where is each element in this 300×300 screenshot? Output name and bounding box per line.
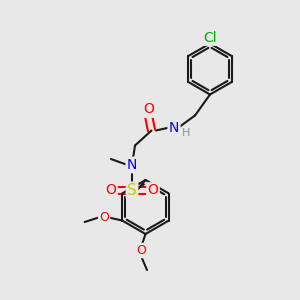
- Text: O: O: [136, 244, 146, 257]
- Text: O: O: [106, 184, 116, 197]
- Text: N: N: [169, 121, 179, 134]
- Text: O: O: [148, 184, 158, 197]
- Text: O: O: [143, 103, 154, 116]
- Text: O: O: [99, 211, 109, 224]
- Text: Cl: Cl: [203, 31, 217, 44]
- Text: H: H: [182, 128, 190, 139]
- Text: S: S: [127, 183, 137, 198]
- Text: N: N: [127, 158, 137, 172]
